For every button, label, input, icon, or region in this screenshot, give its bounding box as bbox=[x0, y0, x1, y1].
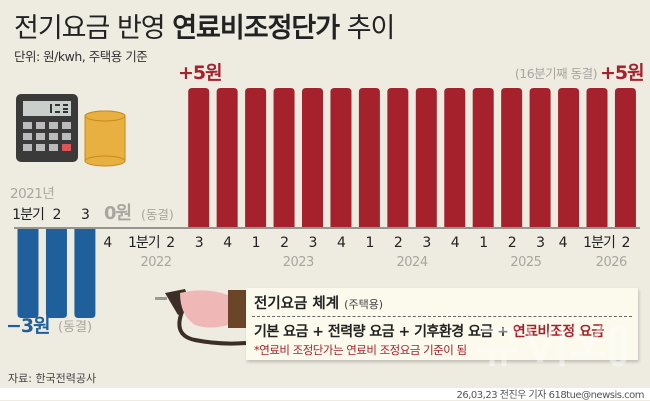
label-minus3-note: (동결) bbox=[58, 320, 92, 335]
bar-positive bbox=[529, 88, 551, 227]
title-part: 전기요금 반영 bbox=[14, 13, 173, 44]
bar-positive bbox=[501, 88, 523, 227]
watermark-logo bbox=[478, 324, 627, 367]
year-label: 2024 bbox=[397, 255, 428, 270]
bar-positive bbox=[245, 88, 267, 227]
divider bbox=[252, 316, 632, 317]
footnote: *연료비 조정단가는 연료비 조정요금 기준이 됨 bbox=[254, 343, 467, 357]
label-freeze-16q: (16분기째 동결) bbox=[515, 66, 597, 81]
bar-negative bbox=[74, 229, 96, 318]
year-label: 2026 bbox=[596, 255, 627, 270]
formula-fuel: 연료비조정 요금 bbox=[512, 324, 605, 340]
tick-label: 3 bbox=[195, 235, 203, 251]
bar-positive bbox=[586, 88, 608, 227]
footer-bar bbox=[0, 388, 650, 400]
bar-negative bbox=[45, 229, 67, 318]
label-minus3: −3원 bbox=[6, 315, 50, 337]
label-plus5-last: +5원 bbox=[600, 62, 644, 84]
tick-label: 4 bbox=[559, 235, 568, 251]
year-label: 2025 bbox=[510, 255, 541, 270]
bar-positive bbox=[302, 88, 323, 227]
tick-label: 2 bbox=[52, 207, 60, 223]
year-label: 2023 bbox=[283, 255, 314, 270]
bar-positive bbox=[472, 88, 494, 227]
tick-label: 4 bbox=[103, 235, 112, 251]
tick-label: 4 bbox=[451, 235, 460, 251]
bar-negative bbox=[17, 229, 39, 318]
title-bold: 연료비조정단가 bbox=[172, 13, 340, 44]
label-zero: 0원 bbox=[104, 203, 131, 224]
tick-label: 3 bbox=[536, 235, 544, 251]
label-zero-note: (동결) bbox=[141, 207, 174, 222]
box-title-text: 전기요금 체계 bbox=[254, 296, 340, 312]
tick-label: 2 bbox=[394, 235, 402, 251]
bar-positive bbox=[188, 88, 210, 227]
box-title-note: (주택용) bbox=[344, 298, 384, 311]
tick-label: 2 bbox=[280, 235, 288, 251]
bar-positive bbox=[415, 88, 437, 227]
tick-label: 1 bbox=[479, 235, 487, 251]
fee-formula: 기본 요금 + 전력량 요금 + 기후환경 요금 + 연료비조정 요금 bbox=[254, 321, 604, 341]
bar-positive bbox=[273, 88, 295, 227]
tick-label: 1 bbox=[365, 235, 373, 251]
tick-label: 1분기 bbox=[12, 207, 44, 223]
bar-positive bbox=[444, 88, 466, 227]
unit-label: 단위: 원/kwh, 주택용 기준 bbox=[14, 49, 148, 64]
calculator-coins-icon bbox=[16, 94, 126, 167]
tick-label: 3 bbox=[81, 207, 89, 223]
bar-positive bbox=[387, 88, 409, 227]
formula-base: 기본 요금 + 전력량 요금 + 기후환경 요금 + bbox=[254, 324, 513, 340]
label-plus5-first: +5원 bbox=[178, 62, 222, 84]
bar-positive bbox=[216, 88, 238, 227]
tick-label: 2 bbox=[621, 235, 629, 251]
bar-positive bbox=[614, 88, 636, 227]
bar-positive bbox=[358, 88, 380, 227]
tick-label: 1분기 bbox=[583, 235, 615, 251]
fee-structure-box: 전기요금 체계 (주택용) 기본 요금 + 전력량 요금 + 기후환경 요금 +… bbox=[246, 288, 638, 360]
tick-label: 4 bbox=[223, 235, 232, 251]
title-part: 추이 bbox=[339, 13, 396, 44]
bar-positive bbox=[558, 88, 580, 227]
tick-label: 2 bbox=[166, 235, 174, 251]
chart-title: 전기요금 반영 연료비조정단가 추이 bbox=[14, 6, 396, 45]
tick-label: 1분기 bbox=[128, 235, 160, 251]
tick-label: 4 bbox=[337, 235, 346, 251]
tick-label: 2 bbox=[508, 235, 516, 251]
plug-hand-icon bbox=[155, 289, 247, 346]
box-title: 전기요금 체계 (주택용) bbox=[254, 292, 383, 313]
tick-label: 3 bbox=[422, 235, 430, 251]
year-label: 2022 bbox=[140, 255, 171, 270]
tick-label: 1 bbox=[252, 235, 260, 251]
credit-label: 26,03,23 전진우 기자 618tue@newsis.com bbox=[456, 390, 645, 401]
tick-label: 3 bbox=[309, 235, 317, 251]
year-label: 2021년 bbox=[10, 186, 54, 202]
source-label: 자료: 한국전력공사 bbox=[8, 372, 97, 385]
bar-positive bbox=[330, 88, 352, 227]
